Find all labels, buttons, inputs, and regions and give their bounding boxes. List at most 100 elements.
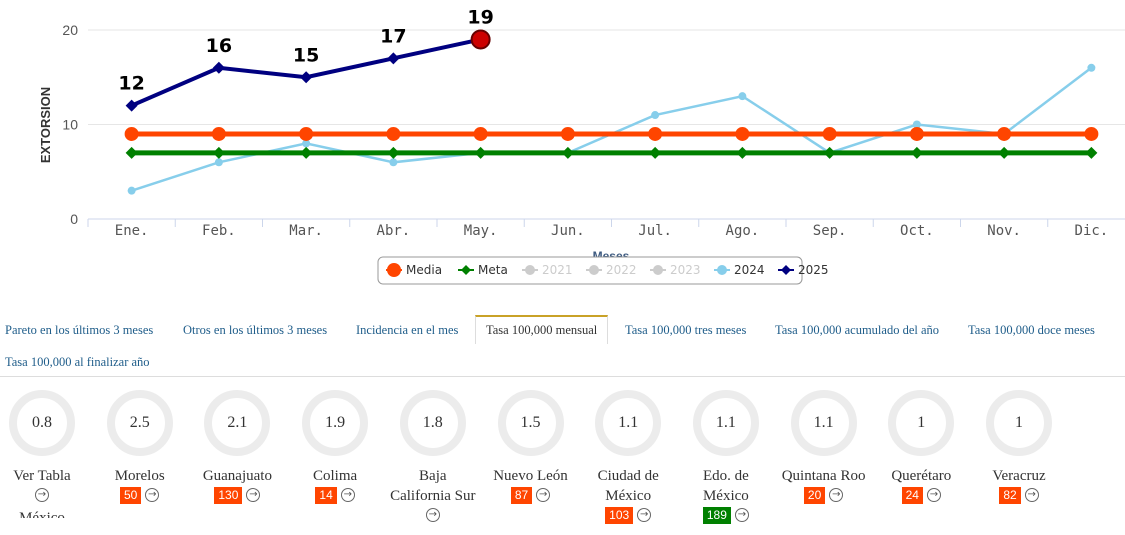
gauge: 1.9 [302,390,369,456]
arrow-right-circle-icon[interactable]: → [425,508,440,523]
arrow-right-circle-icon[interactable]: → [926,488,941,503]
legend-item-Media[interactable]: Media [406,263,442,277]
gauge: 2.1 [204,390,271,456]
y-tick-label: 20 [62,22,78,38]
legend-item-2023[interactable]: 2023 [670,263,701,277]
data-label: 19 [467,6,493,28]
state-name: Ver Tabla [13,468,71,484]
arrow-right-circle-icon[interactable]: → [1024,488,1039,503]
point-Meta [561,146,574,159]
arrow-right-circle-icon[interactable]: → [35,488,49,503]
tab-4[interactable]: Tasa 100,000 tres meses [625,323,747,337]
legend-item-2021[interactable]: 2021 [542,263,573,277]
x-tick-label: Dic. [1075,223,1109,239]
state-name: Morelos [114,468,165,484]
arrow-right-circle-icon[interactable]: → [829,488,844,503]
point-2024 [214,158,223,167]
gauge: 1.1 [692,390,759,456]
state-extra: México [19,510,65,518]
legend-item-2022[interactable]: 2022 [606,263,637,277]
arrow-right-circle-icon[interactable]: → [145,488,160,503]
point-Media [909,126,924,141]
gauge: 0.8 [9,390,75,456]
tab-0[interactable]: Pareto en los últimos 3 meses [5,323,154,337]
gauge: 1.8 [399,390,466,456]
arrow-right-circle-icon[interactable]: → [536,488,551,503]
state-name: Nuevo León [493,468,568,484]
tab-3[interactable]: Tasa 100,000 mensual [475,315,609,344]
gauge-value: 1.1 [715,414,736,431]
gauge-value: 2.1 [227,414,248,431]
state-name: Ciudad de México [597,468,659,504]
state-card: 1.5 Nuevo León 87 → [486,390,576,504]
state-name: Quintana Roo [781,468,866,484]
y-tick-label: 0 [70,211,78,227]
tab-7[interactable]: Tasa 100,000 al finalizar año [5,355,150,369]
point-Media [648,126,663,141]
point-Media [473,126,488,141]
line-chart: 0 10 20 Ene. Feb. Mar. Abr. May. Jun. Jul. Ago. Sep… [38,6,1125,285]
data-label: 12 [118,73,144,95]
x-tick-label: Nov. [987,223,1021,239]
state-name: Colima [313,468,358,484]
state-name: Guanajuato [202,468,272,484]
state-card: 1 Querétaro 24 → [876,390,966,504]
legend-item-Meta[interactable]: Meta [478,263,508,277]
arrow-right-circle-icon[interactable]: → [734,508,749,523]
tab-1[interactable]: Otros en los últimos 3 meses [183,323,328,337]
x-tick-label: Sep. [813,223,847,239]
point-Meta [474,146,487,159]
count-badge: 189 [702,506,731,524]
point-Meta [910,146,923,159]
point-Media [822,126,837,141]
count-badge: 130 [214,486,243,504]
state-card: 1 Veracruz 82 → [974,390,1064,504]
legend-item-2024[interactable]: 2024 [734,263,765,277]
point-Meta [823,146,836,159]
point-Meta [1085,146,1098,159]
data-label: 16 [206,35,232,57]
x-tick-label: Jul. [638,223,672,239]
x-tick-label: Abr. [377,223,411,239]
gauge-value: 1.9 [325,414,346,431]
arrow-right-circle-icon[interactable]: → [340,488,355,503]
count-badge: 50 [120,486,142,504]
point-Media [299,126,314,141]
gauge-value: 1.1 [813,414,834,431]
x-tick-label: Oct. [900,223,934,239]
legend-marker [781,265,791,275]
point-2024 [1087,63,1096,72]
point-Media [1084,126,1099,141]
x-tick-label: Feb. [202,223,236,239]
count-badge: 20 [803,486,826,504]
point-Media [211,126,226,141]
gauge-value: 1 [917,414,926,431]
point-Media [560,126,575,141]
state-card: 0.8 Ver Tabla → México [0,390,87,518]
point-2024 [912,120,921,129]
x-tick-label: Jun. [551,223,585,239]
point-Meta [212,146,225,159]
count-badge: 103 [605,506,634,524]
point-2025 [470,29,491,50]
arrow-right-circle-icon[interactable]: → [637,508,652,523]
tab-2[interactable]: Incidencia en el mes [356,323,459,337]
gauge-value: 1.1 [618,414,639,431]
gauge-value: 1.5 [520,414,541,431]
count-badge: 87 [510,486,533,504]
point-2024 [651,111,660,120]
legend-item-2025[interactable]: 2025 [798,263,829,277]
tab-5[interactable]: Tasa 100,000 acumulado del año [775,323,940,337]
tab-6[interactable]: Tasa 100,000 doce meses [968,323,1095,337]
gauge: 1.5 [497,390,564,456]
arrow-right-circle-icon[interactable]: → [246,488,261,503]
point-2025 [125,99,138,112]
gauge-value: 1.8 [422,414,443,431]
point-2025 [300,71,313,84]
state-name: Querétaro [891,468,952,484]
count-badge: 14 [315,486,337,504]
y-axis-title: EXTORSION [38,87,53,163]
point-Media [997,126,1012,141]
point-2024 [389,158,398,167]
gauge-value: 1 [1015,414,1023,431]
